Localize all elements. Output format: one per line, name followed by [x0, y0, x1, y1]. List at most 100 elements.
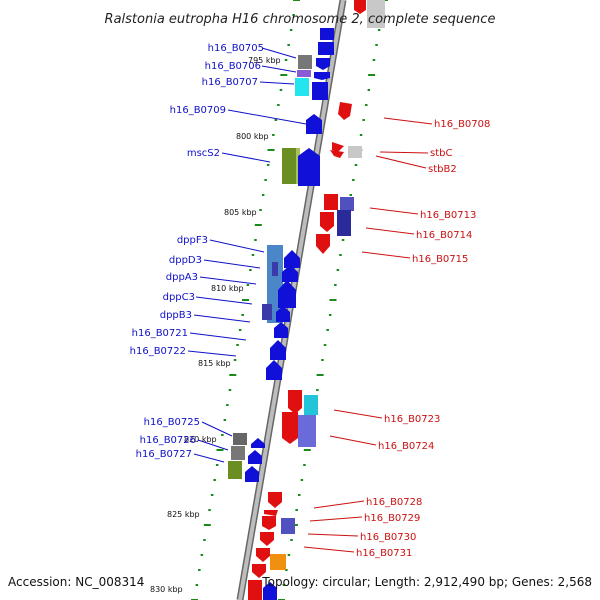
tick-mark	[226, 404, 229, 406]
left-gene-labels: h16_B0705 h16_B0706 h16_B0707 h16_B0709 …	[130, 43, 264, 460]
gene-label[interactable]: h16_B0729	[364, 513, 420, 524]
tick-mark	[362, 119, 365, 121]
tick-mark	[272, 134, 275, 136]
gene-label[interactable]: h16_B0727	[136, 449, 192, 460]
tick-mark	[284, 59, 288, 61]
kbp-label: 830 kbp	[150, 585, 183, 594]
right-strand-arrows	[248, 0, 366, 600]
left-strand-arrows	[245, 28, 334, 600]
tick-mark	[236, 344, 239, 346]
tick-mark	[341, 239, 345, 241]
tick-mark	[198, 569, 201, 571]
gene-label[interactable]: h16_B0706	[205, 61, 261, 72]
gene-label[interactable]: dppA3	[166, 272, 198, 283]
gene-label[interactable]: h16_B0714	[416, 230, 472, 241]
tick-mark	[261, 194, 265, 196]
tick-mark	[228, 389, 232, 391]
gene-label[interactable]: h16_B0721	[132, 328, 188, 339]
tick-mark	[329, 299, 337, 301]
gene-label[interactable]: h16_B0731	[356, 548, 412, 559]
tick-mark	[200, 554, 204, 556]
gene-label[interactable]: h16_B0715	[412, 254, 468, 265]
tick-mark	[321, 359, 324, 361]
tick-mark	[229, 374, 237, 376]
tick-mark	[323, 344, 327, 346]
tick-mark	[316, 389, 319, 391]
tick-mark	[233, 359, 237, 361]
tick-mark	[195, 584, 199, 586]
tick-mark	[285, 569, 288, 571]
tick-mark	[274, 119, 278, 121]
tick-mark	[241, 314, 244, 316]
kbp-labels: 795 kbp 800 kbp 805 kbp 810 kbp 815 kbp …	[150, 56, 281, 594]
kbp-label: 815 kbp	[198, 359, 231, 368]
tick-mark	[359, 134, 363, 136]
gene-label[interactable]: h16_B0707	[202, 77, 258, 88]
right-gene-labels: h16_B0708 stbC stbB2 h16_B0713 h16_B0714…	[356, 119, 490, 559]
tick-mark	[279, 89, 283, 91]
tick-mark	[290, 539, 293, 541]
kbp-label: 805 kbp	[224, 208, 257, 217]
left-leader-lines	[187, 47, 307, 463]
tick-mark	[287, 44, 290, 46]
topology-text: Topology: circular; Length: 2,912,490 bp…	[261, 575, 592, 589]
gene-label[interactable]: dppC3	[163, 292, 195, 303]
gene-label[interactable]: mscS2	[187, 148, 220, 159]
gene-label[interactable]: h16_B0709	[170, 105, 226, 116]
tick-mark	[303, 449, 311, 451]
tick-mark	[249, 269, 252, 271]
gene-label[interactable]: stbC	[430, 148, 452, 159]
kbp-label: 800 kbp	[236, 132, 269, 141]
gene-label[interactable]: dppD3	[169, 255, 202, 266]
tick-mark	[303, 464, 306, 466]
gene-label[interactable]: h16_B0726	[140, 435, 196, 446]
gene-label[interactable]: h16_B0722	[130, 346, 186, 357]
tick-mark	[264, 179, 267, 181]
tick-mark	[282, 584, 286, 586]
tick-mark	[293, 0, 300, 1]
tick-mark	[349, 194, 352, 196]
accession-text: Accession: NC_008314	[8, 575, 144, 589]
tick-mark	[238, 329, 242, 331]
tick-mark	[292, 14, 295, 16]
gene-label[interactable]: h16_B0728	[366, 497, 422, 508]
kbp-label: 810 kbp	[211, 284, 244, 293]
tick-mark	[216, 449, 224, 451]
gene-label[interactable]: h16_B0723	[384, 414, 440, 425]
map-title: Ralstonia eutropha H16 chromosome 2, com…	[105, 12, 496, 27]
gene-label[interactable]: stbB2	[428, 164, 457, 175]
gene-label[interactable]: h16_B0725	[144, 417, 200, 428]
tick-mark	[334, 284, 337, 286]
gene-label[interactable]: dppF3	[177, 235, 208, 246]
tick-mark	[336, 269, 340, 271]
tick-mark	[267, 149, 275, 151]
tick-mark	[210, 494, 214, 496]
tick-mark	[254, 224, 262, 226]
gene-label[interactable]: h16_B0730	[360, 532, 416, 543]
tick-mark	[266, 164, 270, 166]
tick-mark	[352, 179, 355, 181]
gene-label[interactable]: h16_B0713	[420, 210, 476, 221]
right-leader-lines	[303, 117, 433, 553]
gene-label[interactable]: dppB3	[160, 310, 192, 321]
tick-mark	[328, 314, 332, 316]
tick-mark	[213, 479, 216, 481]
tick-mark	[300, 479, 304, 481]
tick-mark	[354, 164, 358, 166]
tick-mark	[326, 329, 329, 331]
tick-mark	[215, 464, 219, 466]
tick-mark	[375, 44, 378, 46]
gene-label[interactable]: h16_B0724	[378, 441, 434, 452]
tick-mark	[221, 434, 224, 436]
tick-mark	[287, 554, 291, 556]
kbp-label: 820 kbp	[184, 435, 217, 444]
tick-mark	[203, 539, 206, 541]
tick-mark	[339, 254, 342, 256]
gene-label[interactable]: h16_B0705	[208, 43, 264, 54]
tick-mark	[295, 509, 298, 511]
gene-label[interactable]: h16_B0708	[434, 119, 490, 130]
kbp-label: 825 kbp	[167, 510, 200, 519]
tick-mark	[246, 284, 250, 286]
tick-mark	[208, 509, 211, 511]
